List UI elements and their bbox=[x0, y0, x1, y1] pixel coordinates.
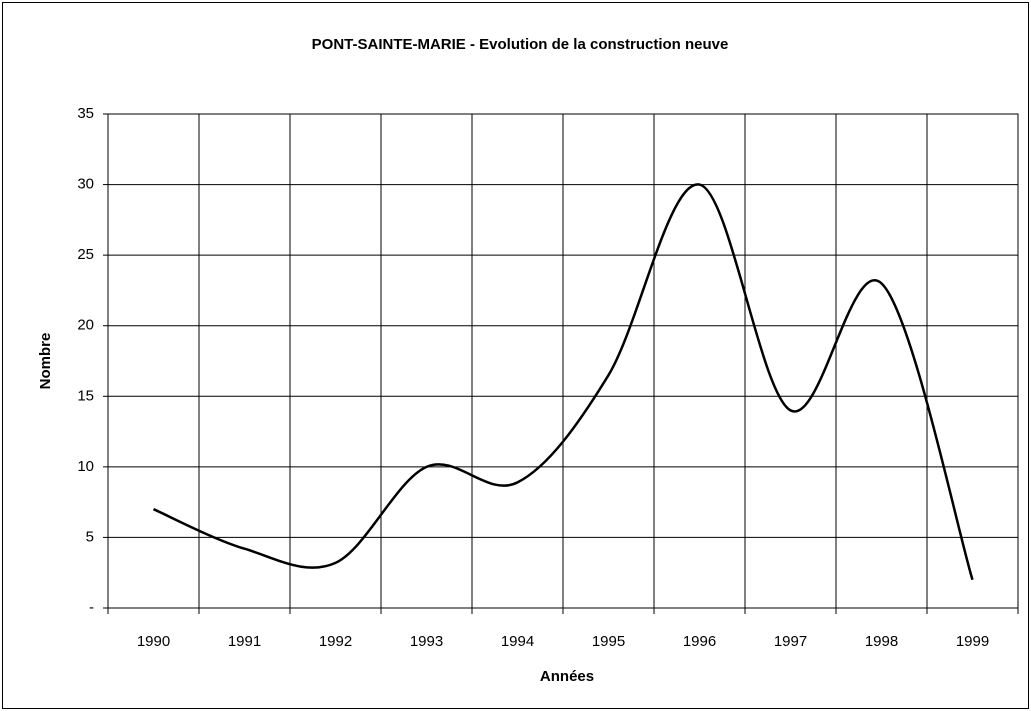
y-tick-label: - bbox=[89, 599, 94, 616]
y-tick-label: 25 bbox=[77, 246, 94, 263]
y-tick-label: 30 bbox=[77, 176, 94, 193]
x-tick-label: 1990 bbox=[137, 633, 170, 650]
y-axis-label: Nombre bbox=[37, 333, 54, 390]
x-tick-label: 1997 bbox=[774, 633, 807, 650]
x-tick-label: 1999 bbox=[956, 633, 989, 650]
x-tick-label: 1996 bbox=[683, 633, 716, 650]
x-tick-label: 1994 bbox=[501, 633, 534, 650]
x-tick-label: 1991 bbox=[228, 633, 261, 650]
chart-title: PONT-SAINTE-MARIE - Evolution de la cons… bbox=[312, 36, 729, 53]
y-tick-label: 35 bbox=[77, 105, 94, 122]
x-axis-label: Années bbox=[540, 668, 594, 685]
x-tick-label: 1998 bbox=[865, 633, 898, 650]
y-tick-label: 5 bbox=[86, 528, 94, 545]
line-series bbox=[153, 183, 974, 581]
plot-frame bbox=[107, 113, 1019, 609]
y-tick-label: 20 bbox=[77, 317, 94, 334]
y-tick-label: 10 bbox=[77, 458, 94, 475]
x-tick-label: 1995 bbox=[592, 633, 625, 650]
y-tick-label: 15 bbox=[77, 387, 94, 404]
x-tick-label: 1992 bbox=[319, 633, 352, 650]
x-tick-label: 1993 bbox=[410, 633, 443, 650]
